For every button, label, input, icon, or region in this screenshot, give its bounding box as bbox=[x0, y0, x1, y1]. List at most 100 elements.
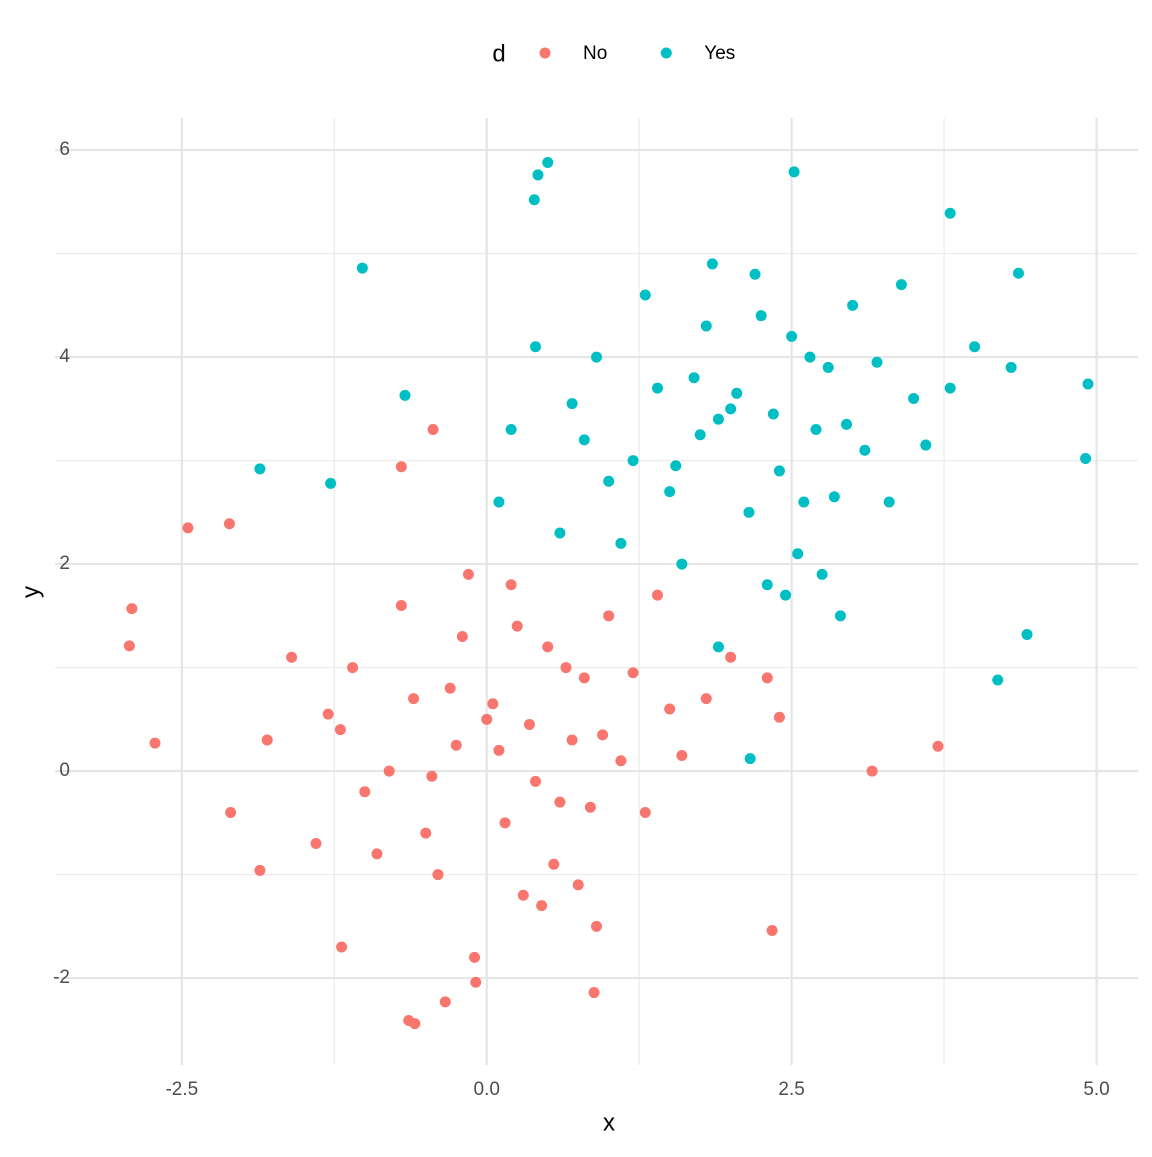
point bbox=[670, 460, 682, 472]
point bbox=[591, 920, 602, 932]
point bbox=[254, 864, 266, 876]
point bbox=[944, 207, 956, 219]
point bbox=[841, 418, 853, 430]
point bbox=[1012, 267, 1024, 279]
point bbox=[578, 434, 590, 446]
point bbox=[688, 372, 700, 384]
point bbox=[725, 403, 737, 415]
point bbox=[432, 869, 444, 881]
legend-title: d bbox=[492, 40, 505, 67]
legend-label: Yes bbox=[704, 43, 735, 64]
x-tick-label: 5.0 bbox=[1083, 1079, 1109, 1100]
point bbox=[639, 806, 651, 818]
point bbox=[542, 641, 554, 653]
point bbox=[761, 672, 773, 684]
point bbox=[700, 320, 712, 332]
point bbox=[123, 640, 135, 652]
point bbox=[834, 610, 846, 622]
point bbox=[591, 351, 602, 363]
point bbox=[627, 455, 639, 467]
point bbox=[182, 522, 194, 534]
point bbox=[804, 351, 816, 363]
point bbox=[597, 729, 609, 741]
point bbox=[336, 941, 348, 953]
point bbox=[356, 262, 368, 274]
point bbox=[548, 858, 560, 870]
point bbox=[725, 651, 737, 663]
point bbox=[334, 724, 346, 736]
point bbox=[706, 258, 718, 270]
point bbox=[944, 382, 956, 394]
point bbox=[572, 879, 584, 891]
point bbox=[822, 361, 834, 373]
point bbox=[1005, 361, 1017, 373]
point bbox=[588, 987, 600, 999]
point bbox=[420, 827, 432, 839]
point bbox=[584, 801, 596, 813]
point bbox=[403, 1014, 415, 1026]
point bbox=[286, 651, 298, 663]
point bbox=[932, 740, 944, 752]
point bbox=[371, 848, 383, 860]
point bbox=[773, 711, 785, 723]
point bbox=[744, 753, 756, 765]
point bbox=[761, 579, 773, 591]
point bbox=[788, 166, 800, 178]
point bbox=[816, 568, 828, 580]
point bbox=[603, 475, 615, 487]
y-tick-label: -2 bbox=[53, 967, 70, 988]
point bbox=[700, 693, 712, 705]
point bbox=[469, 951, 481, 963]
x-tick-label: 0.0 bbox=[474, 1079, 500, 1100]
point bbox=[731, 387, 743, 399]
point bbox=[325, 477, 337, 489]
point bbox=[517, 889, 529, 901]
point bbox=[359, 786, 371, 798]
point bbox=[505, 579, 517, 591]
y-tick-label: 6 bbox=[59, 139, 70, 160]
point bbox=[810, 424, 822, 436]
point bbox=[1080, 453, 1092, 465]
point bbox=[126, 603, 138, 615]
point bbox=[792, 548, 804, 560]
point bbox=[511, 620, 523, 632]
point bbox=[847, 299, 859, 311]
point bbox=[530, 341, 542, 353]
point bbox=[780, 589, 792, 601]
point bbox=[499, 817, 511, 829]
point bbox=[426, 770, 438, 782]
point bbox=[149, 737, 161, 749]
y-tick-label: 4 bbox=[59, 346, 70, 367]
point bbox=[225, 806, 237, 818]
point bbox=[493, 744, 505, 756]
point bbox=[786, 330, 798, 342]
legend-marker bbox=[539, 47, 551, 59]
legend-marker bbox=[660, 47, 672, 59]
point bbox=[969, 341, 981, 353]
point bbox=[1082, 378, 1094, 390]
point bbox=[859, 444, 871, 456]
point bbox=[505, 424, 517, 436]
x-axis-title: x bbox=[603, 1109, 615, 1136]
point bbox=[895, 279, 907, 291]
point bbox=[542, 157, 554, 169]
point bbox=[866, 765, 878, 777]
point bbox=[694, 429, 706, 441]
point bbox=[554, 527, 566, 539]
point bbox=[532, 169, 544, 181]
point bbox=[470, 976, 482, 988]
point bbox=[444, 682, 456, 694]
point bbox=[755, 310, 767, 322]
point bbox=[383, 765, 395, 777]
point bbox=[676, 558, 688, 570]
point bbox=[712, 413, 724, 425]
point bbox=[651, 382, 663, 394]
point bbox=[347, 662, 359, 674]
point bbox=[578, 672, 590, 684]
y-tick-label: 0 bbox=[59, 760, 70, 781]
point bbox=[767, 408, 779, 420]
point bbox=[566, 734, 578, 746]
point bbox=[1021, 628, 1033, 640]
